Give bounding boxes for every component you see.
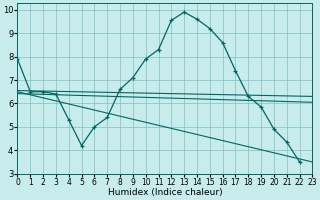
X-axis label: Humidex (Indice chaleur): Humidex (Indice chaleur) [108,188,222,197]
